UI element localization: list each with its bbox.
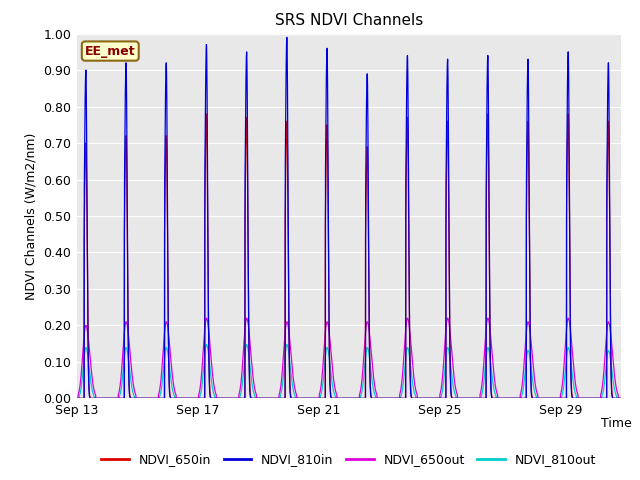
NDVI_650out xyxy=(413,396,421,401)
NDVI_810out xyxy=(413,396,421,401)
Line: NDVI_650out: NDVI_650out xyxy=(77,318,621,398)
NDVI_650in xyxy=(502,396,510,401)
NDVI_810out xyxy=(406,354,413,360)
NDVI_810out xyxy=(502,396,510,401)
NDVI_650out xyxy=(218,396,226,401)
NDVI_650in xyxy=(73,396,81,401)
NDVI_810in xyxy=(608,391,616,397)
NDVI_650in xyxy=(104,396,112,401)
NDVI_810in xyxy=(218,396,226,401)
NDVI_650in xyxy=(218,396,226,401)
NDVI_810in xyxy=(502,396,510,401)
NDVI_650in xyxy=(564,111,572,117)
NDVI_650out xyxy=(564,315,572,321)
Line: NDVI_810in: NDVI_810in xyxy=(77,37,621,398)
NDVI_650in xyxy=(617,396,625,401)
NDVI_650out xyxy=(502,396,510,401)
NDVI_810in xyxy=(617,396,625,401)
Y-axis label: NDVI Channels (W/m2/nm): NDVI Channels (W/m2/nm) xyxy=(25,132,38,300)
NDVI_810out xyxy=(73,396,81,401)
NDVI_810in xyxy=(406,336,413,342)
NDVI_650out xyxy=(104,396,112,401)
NDVI_810in xyxy=(413,396,421,401)
X-axis label: Time: Time xyxy=(601,417,632,430)
NDVI_810out xyxy=(104,396,112,401)
NDVI_650in xyxy=(608,387,616,393)
NDVI_810out xyxy=(608,367,616,373)
Line: NDVI_810out: NDVI_810out xyxy=(77,345,621,398)
Line: NDVI_650in: NDVI_650in xyxy=(77,114,621,398)
NDVI_650in xyxy=(413,396,421,401)
NDVI_650in xyxy=(406,324,413,329)
NDVI_810out xyxy=(218,396,226,401)
NDVI_810in xyxy=(283,35,291,40)
NDVI_810in xyxy=(104,396,112,401)
Legend: NDVI_650in, NDVI_810in, NDVI_650out, NDVI_810out: NDVI_650in, NDVI_810in, NDVI_650out, NDV… xyxy=(96,448,602,471)
Title: SRS NDVI Channels: SRS NDVI Channels xyxy=(275,13,423,28)
NDVI_650out xyxy=(406,326,413,332)
NDVI_650out xyxy=(617,396,625,401)
NDVI_810out xyxy=(617,396,625,401)
NDVI_650out xyxy=(608,343,616,348)
NDVI_810out xyxy=(203,342,211,348)
NDVI_650out xyxy=(73,396,81,401)
NDVI_810in xyxy=(73,396,81,401)
Text: EE_met: EE_met xyxy=(85,45,136,58)
